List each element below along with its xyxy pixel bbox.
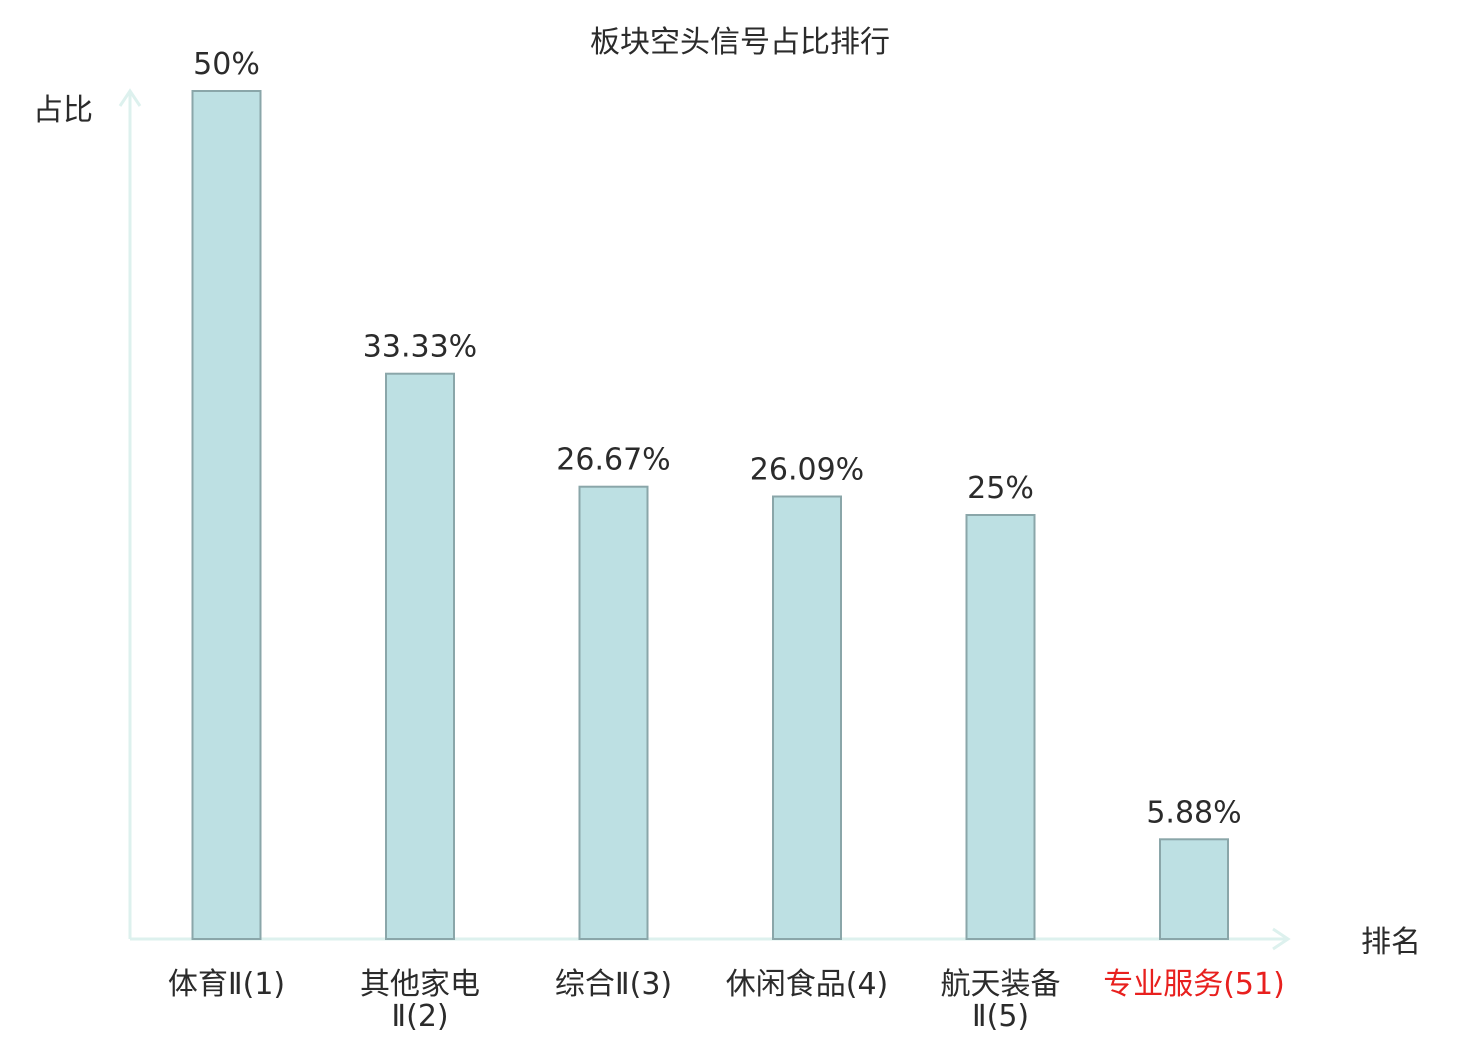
bar-2 <box>385 372 455 940</box>
category-label-4: 休闲食品(4) <box>726 967 889 1002</box>
y-axis-arrow <box>118 88 142 107</box>
bar-1 <box>191 90 262 940</box>
category-label-2-line-1: 其他家电 <box>360 967 480 1002</box>
category-label-5-line-2: Ⅱ(5) <box>972 999 1029 1034</box>
value-label-1: 50% <box>193 47 260 82</box>
x-axis-label: 排名 <box>1361 925 1421 960</box>
bar-5 <box>965 514 1036 940</box>
category-label-5-line-1: 航天装备 <box>941 967 1061 1002</box>
category-label-6: 专业服务(51) <box>1103 967 1285 1002</box>
value-label-2: 33.33% <box>363 330 477 365</box>
bar-3 <box>578 485 649 940</box>
bar-6 <box>1159 838 1229 940</box>
value-label-5: 25% <box>967 471 1034 506</box>
category-label-1: 体育Ⅱ(1) <box>168 967 285 1002</box>
value-label-6: 5.88% <box>1146 795 1241 830</box>
y-axis-label: 占比 <box>33 93 93 128</box>
value-label-3: 26.67% <box>556 443 670 478</box>
category-label-3: 综合Ⅱ(3) <box>555 967 672 1002</box>
bar-4 <box>772 495 842 940</box>
category-label-2-line-2: Ⅱ(2) <box>391 999 448 1034</box>
chart-title: 板块空头信号占比排行 <box>590 25 890 60</box>
x-axis-arrow <box>1272 927 1291 951</box>
value-label-4: 26.09% <box>750 453 864 488</box>
